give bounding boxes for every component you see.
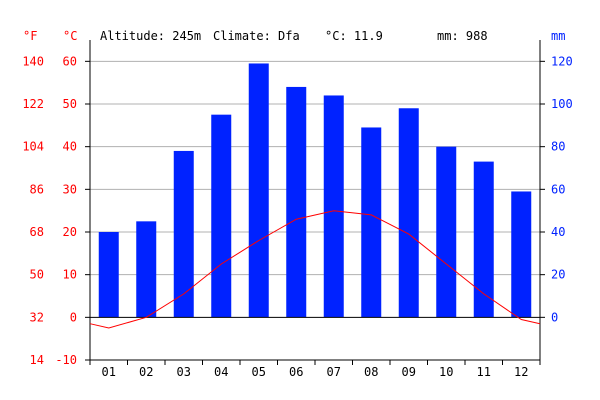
- fahrenheit-tick-label: 32: [30, 310, 44, 324]
- millimeter-tick-label: 0: [551, 310, 558, 324]
- month-label: 04: [214, 365, 228, 379]
- millimeter-tick-label: 40: [551, 225, 565, 239]
- fahrenheit-tick-label: 122: [22, 97, 44, 111]
- precipitation-bar: [361, 127, 382, 318]
- precipitation-bar: [136, 221, 157, 318]
- month-label: 07: [327, 365, 341, 379]
- temperature-line: [89, 210, 541, 329]
- temperature-polyline: [89, 210, 541, 329]
- grid-lines: [90, 60, 540, 276]
- month-label: 06: [289, 365, 303, 379]
- precipitation-bar: [248, 63, 269, 318]
- unit-labels: °F °C mm: [23, 29, 565, 43]
- precipitation-bar: [173, 150, 194, 318]
- precipitation-bar: [286, 86, 307, 318]
- tick-labels: -101403210502068308640104501226014002040…: [22, 54, 572, 379]
- millimeter-tick-label: 120: [551, 54, 573, 68]
- celsius-tick-label: 20: [63, 225, 77, 239]
- fahrenheit-unit-label: °F: [23, 29, 37, 43]
- millimeter-tick-label: 100: [551, 97, 573, 111]
- fahrenheit-tick-label: 140: [22, 54, 44, 68]
- celsius-unit-label: °C: [63, 29, 77, 43]
- fahrenheit-tick-label: 50: [30, 268, 44, 282]
- celsius-tick-label: 60: [63, 54, 77, 68]
- fahrenheit-tick-label: 14: [30, 353, 44, 367]
- celsius-tick-label: 30: [63, 182, 77, 196]
- precipitation-bar: [211, 114, 232, 318]
- temperature-average-label: °C: 11.9: [325, 29, 383, 43]
- millimeter-unit-label: mm: [551, 29, 565, 43]
- chart-axes: [85, 40, 545, 365]
- precipitation-bar: [511, 191, 532, 318]
- month-label: 10: [439, 365, 453, 379]
- precipitation-bar: [98, 232, 119, 318]
- month-label: 09: [402, 365, 416, 379]
- precipitation-bars: [98, 63, 532, 318]
- precipitation-bar: [398, 108, 419, 318]
- celsius-tick-label: 0: [70, 310, 77, 324]
- celsius-tick-label: 40: [63, 140, 77, 154]
- month-label: 03: [177, 365, 191, 379]
- fahrenheit-tick-label: 86: [30, 182, 44, 196]
- celsius-tick-label: 50: [63, 97, 77, 111]
- month-label: 12: [514, 365, 528, 379]
- millimeter-tick-label: 80: [551, 140, 565, 154]
- month-label: 02: [139, 365, 153, 379]
- month-label: 08: [364, 365, 378, 379]
- millimeter-tick-label: 20: [551, 268, 565, 282]
- precipitation-bar: [473, 161, 494, 318]
- precipitation-total-label: mm: 988: [437, 29, 488, 43]
- month-label: 11: [477, 365, 491, 379]
- precipitation-bar: [436, 146, 457, 318]
- month-label: 05: [252, 365, 266, 379]
- precipitation-bar: [323, 95, 344, 318]
- celsius-tick-label: -10: [55, 353, 77, 367]
- month-label: 01: [102, 365, 116, 379]
- fahrenheit-tick-label: 68: [30, 225, 44, 239]
- altitude-label: Altitude: 245m: [100, 29, 201, 43]
- fahrenheit-tick-label: 104: [22, 140, 44, 154]
- header-text: Altitude: 245m Climate: Dfa °C: 11.9 mm:…: [100, 29, 488, 43]
- celsius-tick-label: 10: [63, 268, 77, 282]
- climate-label: Climate: Dfa: [213, 29, 300, 43]
- millimeter-tick-label: 60: [551, 182, 565, 196]
